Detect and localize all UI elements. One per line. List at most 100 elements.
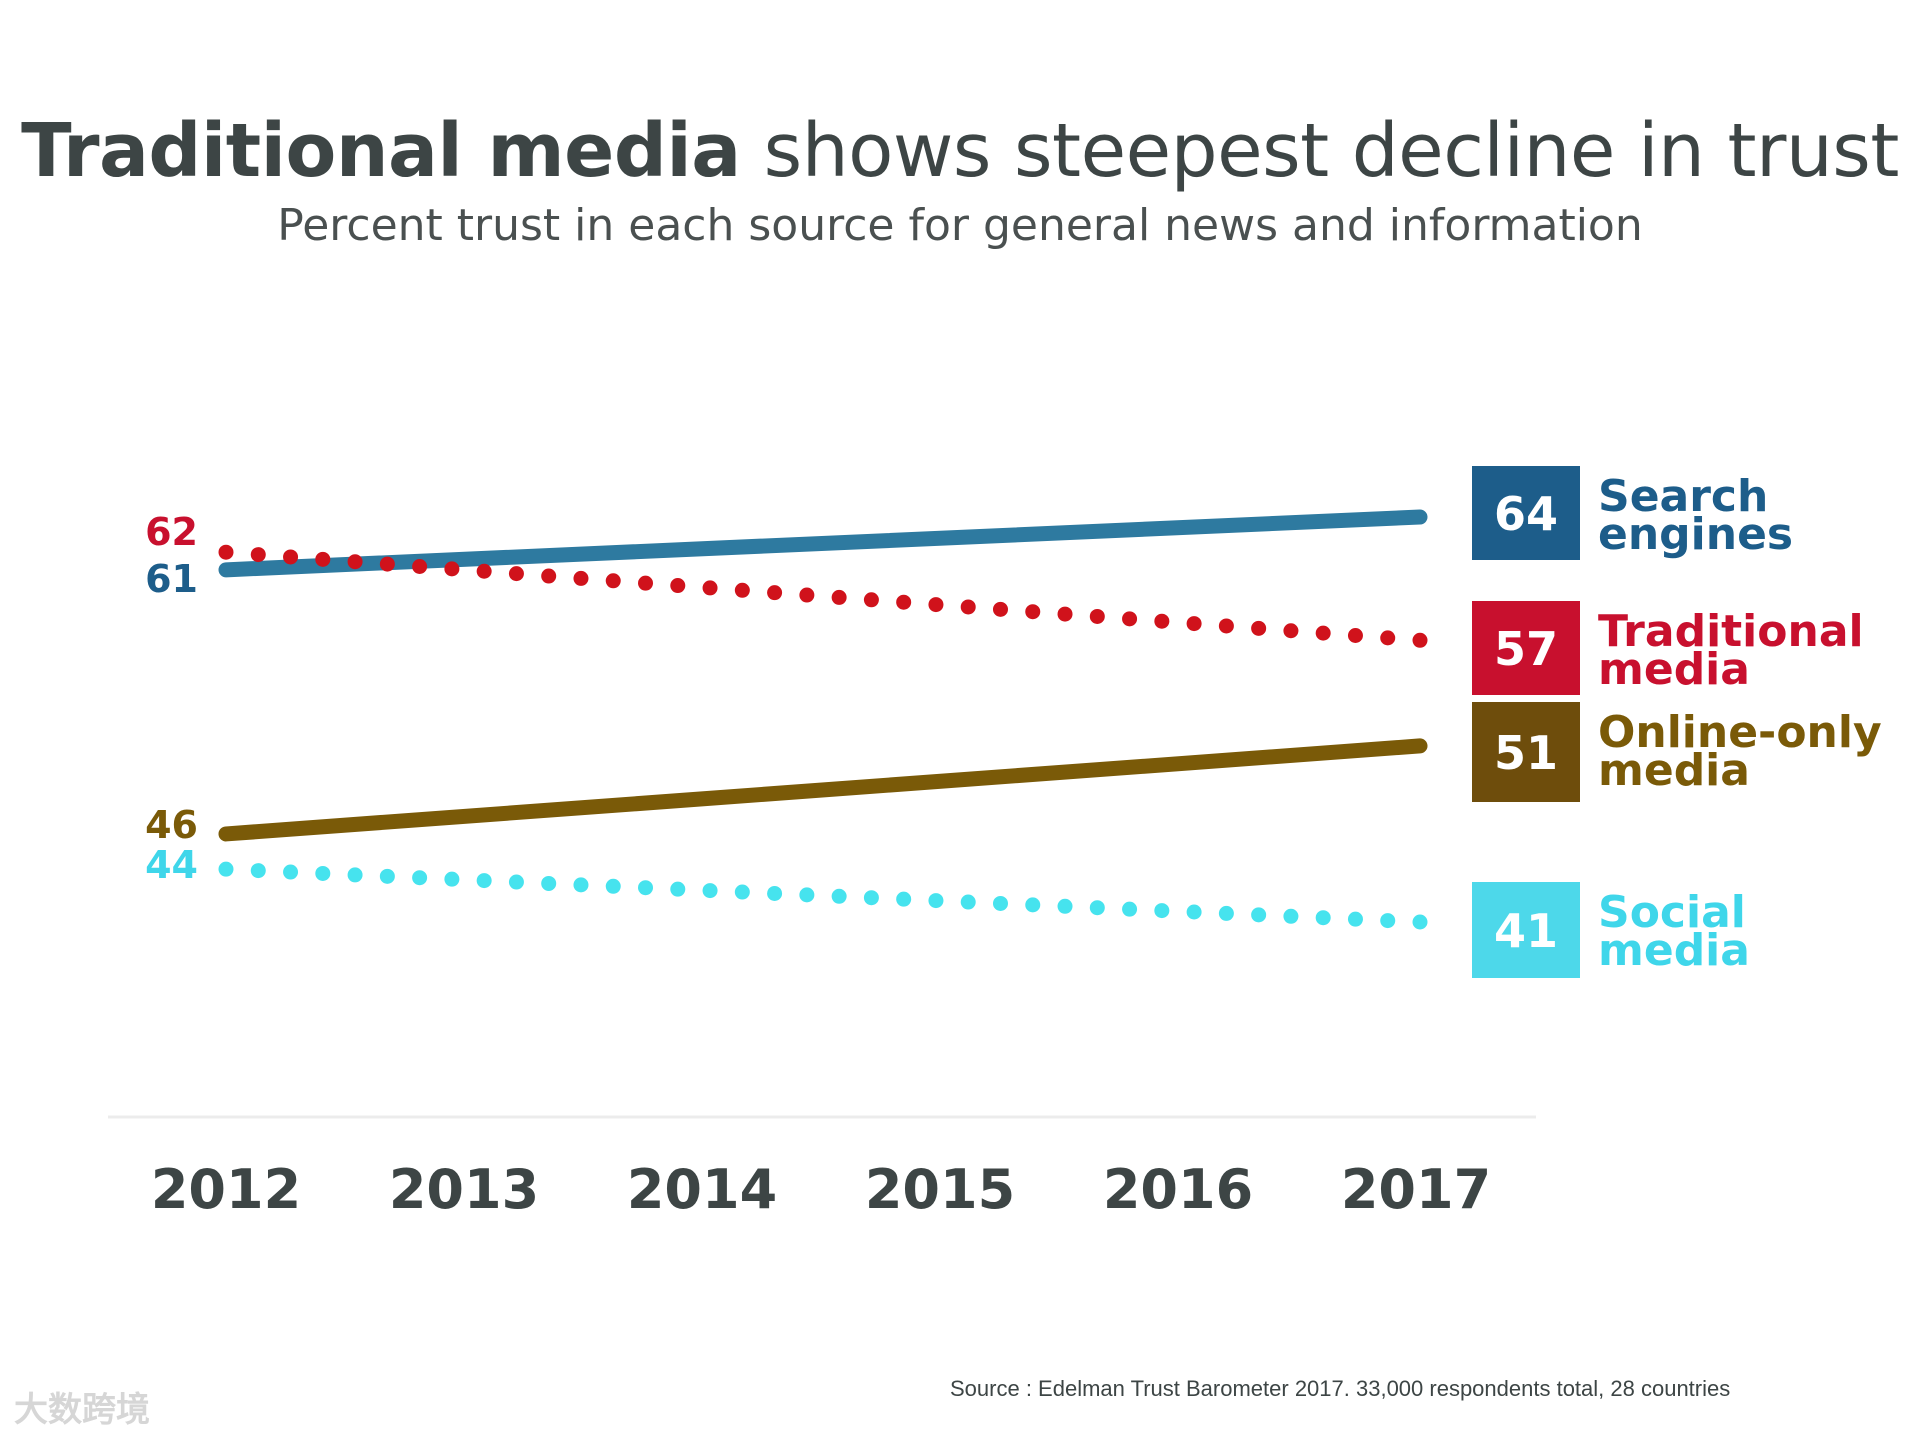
series-dot-social-media: [250, 863, 266, 879]
series-dot-traditional-media: [605, 573, 621, 589]
series-dot-traditional-media: [1186, 616, 1202, 632]
series-dot-traditional-media: [1122, 611, 1138, 627]
start-value-label-online-only-media: 46: [145, 803, 198, 847]
series-dot-traditional-media: [896, 594, 912, 610]
series-dot-social-media: [799, 887, 815, 903]
series-dot-social-media: [315, 865, 331, 881]
series-dot-traditional-media: [1315, 625, 1331, 641]
end-value-box-search-engines: [1472, 466, 1580, 560]
series-dot-social-media: [605, 878, 621, 894]
series-dot-social-media: [541, 875, 557, 891]
series-dot-social-media: [444, 871, 460, 887]
legend-label-online-only-media: media: [1598, 745, 1750, 796]
end-value-label-traditional-media: 57: [1494, 622, 1558, 676]
series-dot-traditional-media: [1380, 630, 1396, 646]
series-dot-social-media: [1154, 903, 1170, 919]
series-dot-traditional-media: [928, 597, 944, 613]
series-dot-traditional-media: [1283, 623, 1299, 639]
end-value-box-online-only-media: [1472, 702, 1580, 802]
series-dot-traditional-media: [541, 568, 557, 584]
x-tick-label-2014: 2014: [627, 1158, 777, 1221]
series-dot-traditional-media: [734, 582, 750, 598]
series-dot-social-media: [1186, 904, 1202, 920]
series-dot-social-media: [767, 885, 783, 901]
series-dot-traditional-media: [250, 547, 266, 563]
series-dot-social-media: [1412, 914, 1428, 930]
series-dot-social-media: [992, 895, 1008, 911]
series-dot-traditional-media: [1057, 606, 1073, 622]
series-dot-traditional-media: [1218, 618, 1234, 634]
legend-label-traditional-media: Traditional: [1598, 606, 1864, 657]
watermark: 大数跨境: [14, 1390, 150, 1430]
series-dot-traditional-media: [573, 570, 589, 586]
series-dot-social-media: [1122, 901, 1138, 917]
series-dot-traditional-media: [1154, 613, 1170, 629]
series-dot-social-media: [1315, 910, 1331, 926]
series-dot-traditional-media: [638, 575, 654, 591]
series-dot-social-media: [347, 867, 363, 883]
series-dot-traditional-media: [412, 558, 428, 574]
series-dot-traditional-media: [670, 578, 686, 594]
series-dot-traditional-media: [218, 544, 234, 560]
x-tick-label-2017: 2017: [1341, 1158, 1491, 1221]
series-dot-traditional-media: [863, 592, 879, 608]
series-dot-social-media: [573, 877, 589, 893]
legend-label-traditional-media: media: [1598, 644, 1750, 695]
series-dot-social-media: [702, 883, 718, 899]
series-dot-social-media: [831, 888, 847, 904]
series-dot-social-media: [960, 894, 976, 910]
series-dot-social-media: [476, 873, 492, 889]
series-dot-traditional-media: [315, 551, 331, 567]
series-dot-social-media: [283, 864, 299, 880]
series-dot-traditional-media: [1025, 604, 1041, 620]
series-dot-traditional-media: [444, 561, 460, 577]
series-dot-traditional-media: [1412, 632, 1428, 648]
series-dot-social-media: [1218, 905, 1234, 921]
series-dot-traditional-media: [379, 556, 395, 572]
x-tick-label-2016: 2016: [1103, 1158, 1253, 1221]
series-dot-traditional-media: [476, 563, 492, 579]
series-line-search-engines: [218, 509, 1428, 578]
legend-label-search-engines: engines: [1598, 509, 1793, 560]
series-dot-social-media: [218, 861, 234, 877]
chart-title-rest: shows steepest decline in trust: [763, 108, 1900, 194]
series-dot-social-media: [1347, 911, 1363, 927]
series-dot-traditional-media: [702, 580, 718, 596]
end-value-label-online-only-media: 51: [1494, 726, 1558, 780]
legend-label-social-media: media: [1598, 925, 1750, 976]
start-value-label-search-engines: 61: [145, 557, 198, 601]
start-value-label-traditional-media: 62: [145, 510, 198, 554]
series-dot-social-media: [1380, 913, 1396, 929]
chart-subtitle: Percent trust in each source for general…: [277, 200, 1643, 251]
series-dot-traditional-media: [767, 585, 783, 601]
series-dot-social-media: [896, 891, 912, 907]
series-dot-traditional-media: [347, 554, 363, 570]
series-dot-social-media: [379, 868, 395, 884]
series-dot-social-media: [1283, 908, 1299, 924]
series-dot-traditional-media: [1251, 620, 1267, 636]
source-note: Source : Edelman Trust Barometer 2017. 3…: [950, 1376, 1731, 1401]
series-dot-traditional-media: [508, 566, 524, 582]
series-dot-social-media: [863, 890, 879, 906]
legend-label-online-only-media: Online-only: [1598, 707, 1882, 758]
series-dot-traditional-media: [1089, 608, 1105, 624]
series-dot-social-media: [1057, 898, 1073, 914]
series-dot-traditional-media: [960, 599, 976, 615]
series-dot-traditional-media: [1347, 628, 1363, 644]
end-value-box-social-media: [1472, 882, 1580, 978]
start-value-label-social-media: 44: [145, 843, 198, 887]
series-dot-traditional-media: [992, 601, 1008, 617]
series-dot-social-media: [1089, 900, 1105, 916]
series-dot-social-media: [1251, 907, 1267, 923]
end-value-label-search-engines: 64: [1494, 487, 1558, 541]
series-dot-social-media: [508, 874, 524, 890]
series-line-online-only-media: [218, 738, 1428, 842]
end-value-label-social-media: 41: [1494, 904, 1558, 958]
series-dot-traditional-media: [799, 587, 815, 603]
legend-label-social-media: Social: [1598, 887, 1746, 938]
series-dot-social-media: [670, 881, 686, 897]
x-tick-label-2013: 2013: [389, 1158, 539, 1221]
x-tick-label-2015: 2015: [865, 1158, 1015, 1221]
series-dot-social-media: [412, 870, 428, 886]
